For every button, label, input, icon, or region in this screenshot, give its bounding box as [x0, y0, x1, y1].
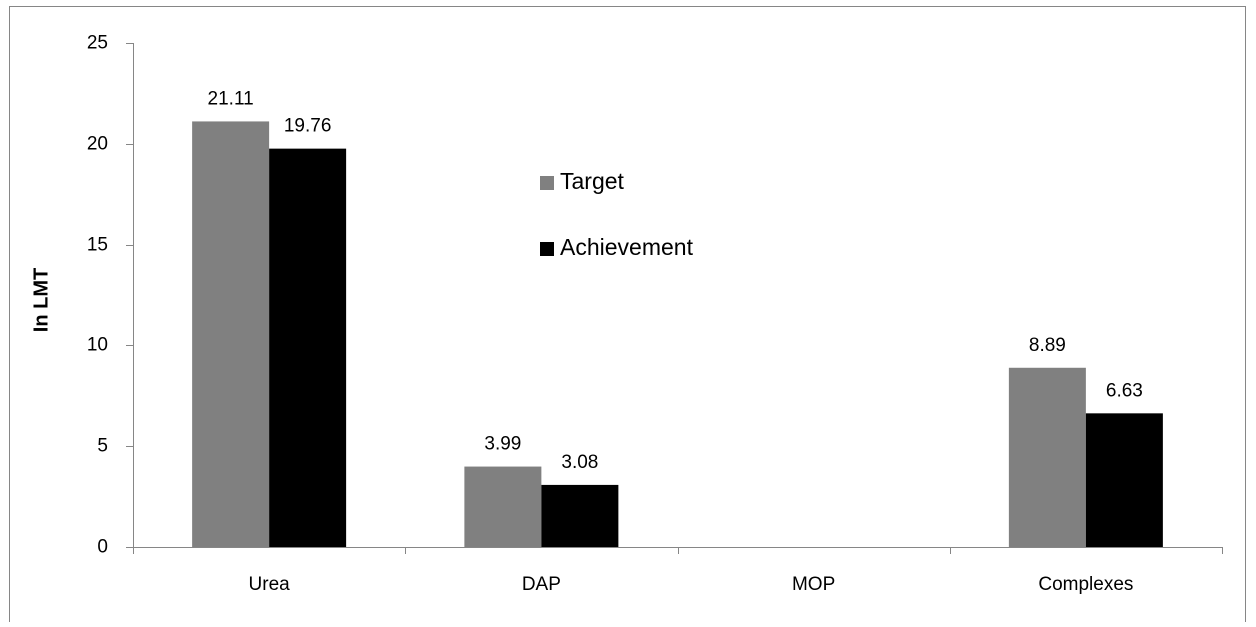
data-label: 3.08	[561, 452, 598, 473]
bar	[541, 484, 619, 547]
legend-label: Target	[560, 168, 625, 194]
x-tick-label: DAP	[522, 574, 561, 595]
bar	[464, 466, 542, 547]
bar	[192, 121, 270, 548]
y-tick-label: 20	[87, 134, 108, 155]
legend-swatch	[540, 176, 554, 190]
data-label: 8.89	[1029, 335, 1066, 356]
x-tick-label: Complexes	[1038, 574, 1133, 595]
y-tick-label: 0	[97, 537, 108, 558]
y-tick-label: 5	[97, 436, 108, 457]
y-axis-label: In LMT	[30, 268, 52, 332]
data-label: 21.11	[208, 88, 254, 109]
x-tick-label: MOP	[792, 574, 835, 595]
chart-border	[9, 6, 1246, 627]
bar	[269, 148, 347, 547]
legend-swatch	[540, 242, 554, 256]
data-label: 6.63	[1106, 380, 1143, 401]
bar	[1008, 367, 1086, 547]
data-label: 3.99	[484, 434, 521, 455]
data-label: 19.76	[284, 116, 332, 137]
y-tick-label: 25	[87, 33, 108, 54]
legend-label: Achievement	[560, 234, 694, 260]
bar	[1085, 413, 1163, 547]
y-tick-label: 10	[87, 335, 108, 356]
y-tick-label: 15	[87, 235, 108, 256]
x-tick-label: Urea	[249, 574, 291, 595]
